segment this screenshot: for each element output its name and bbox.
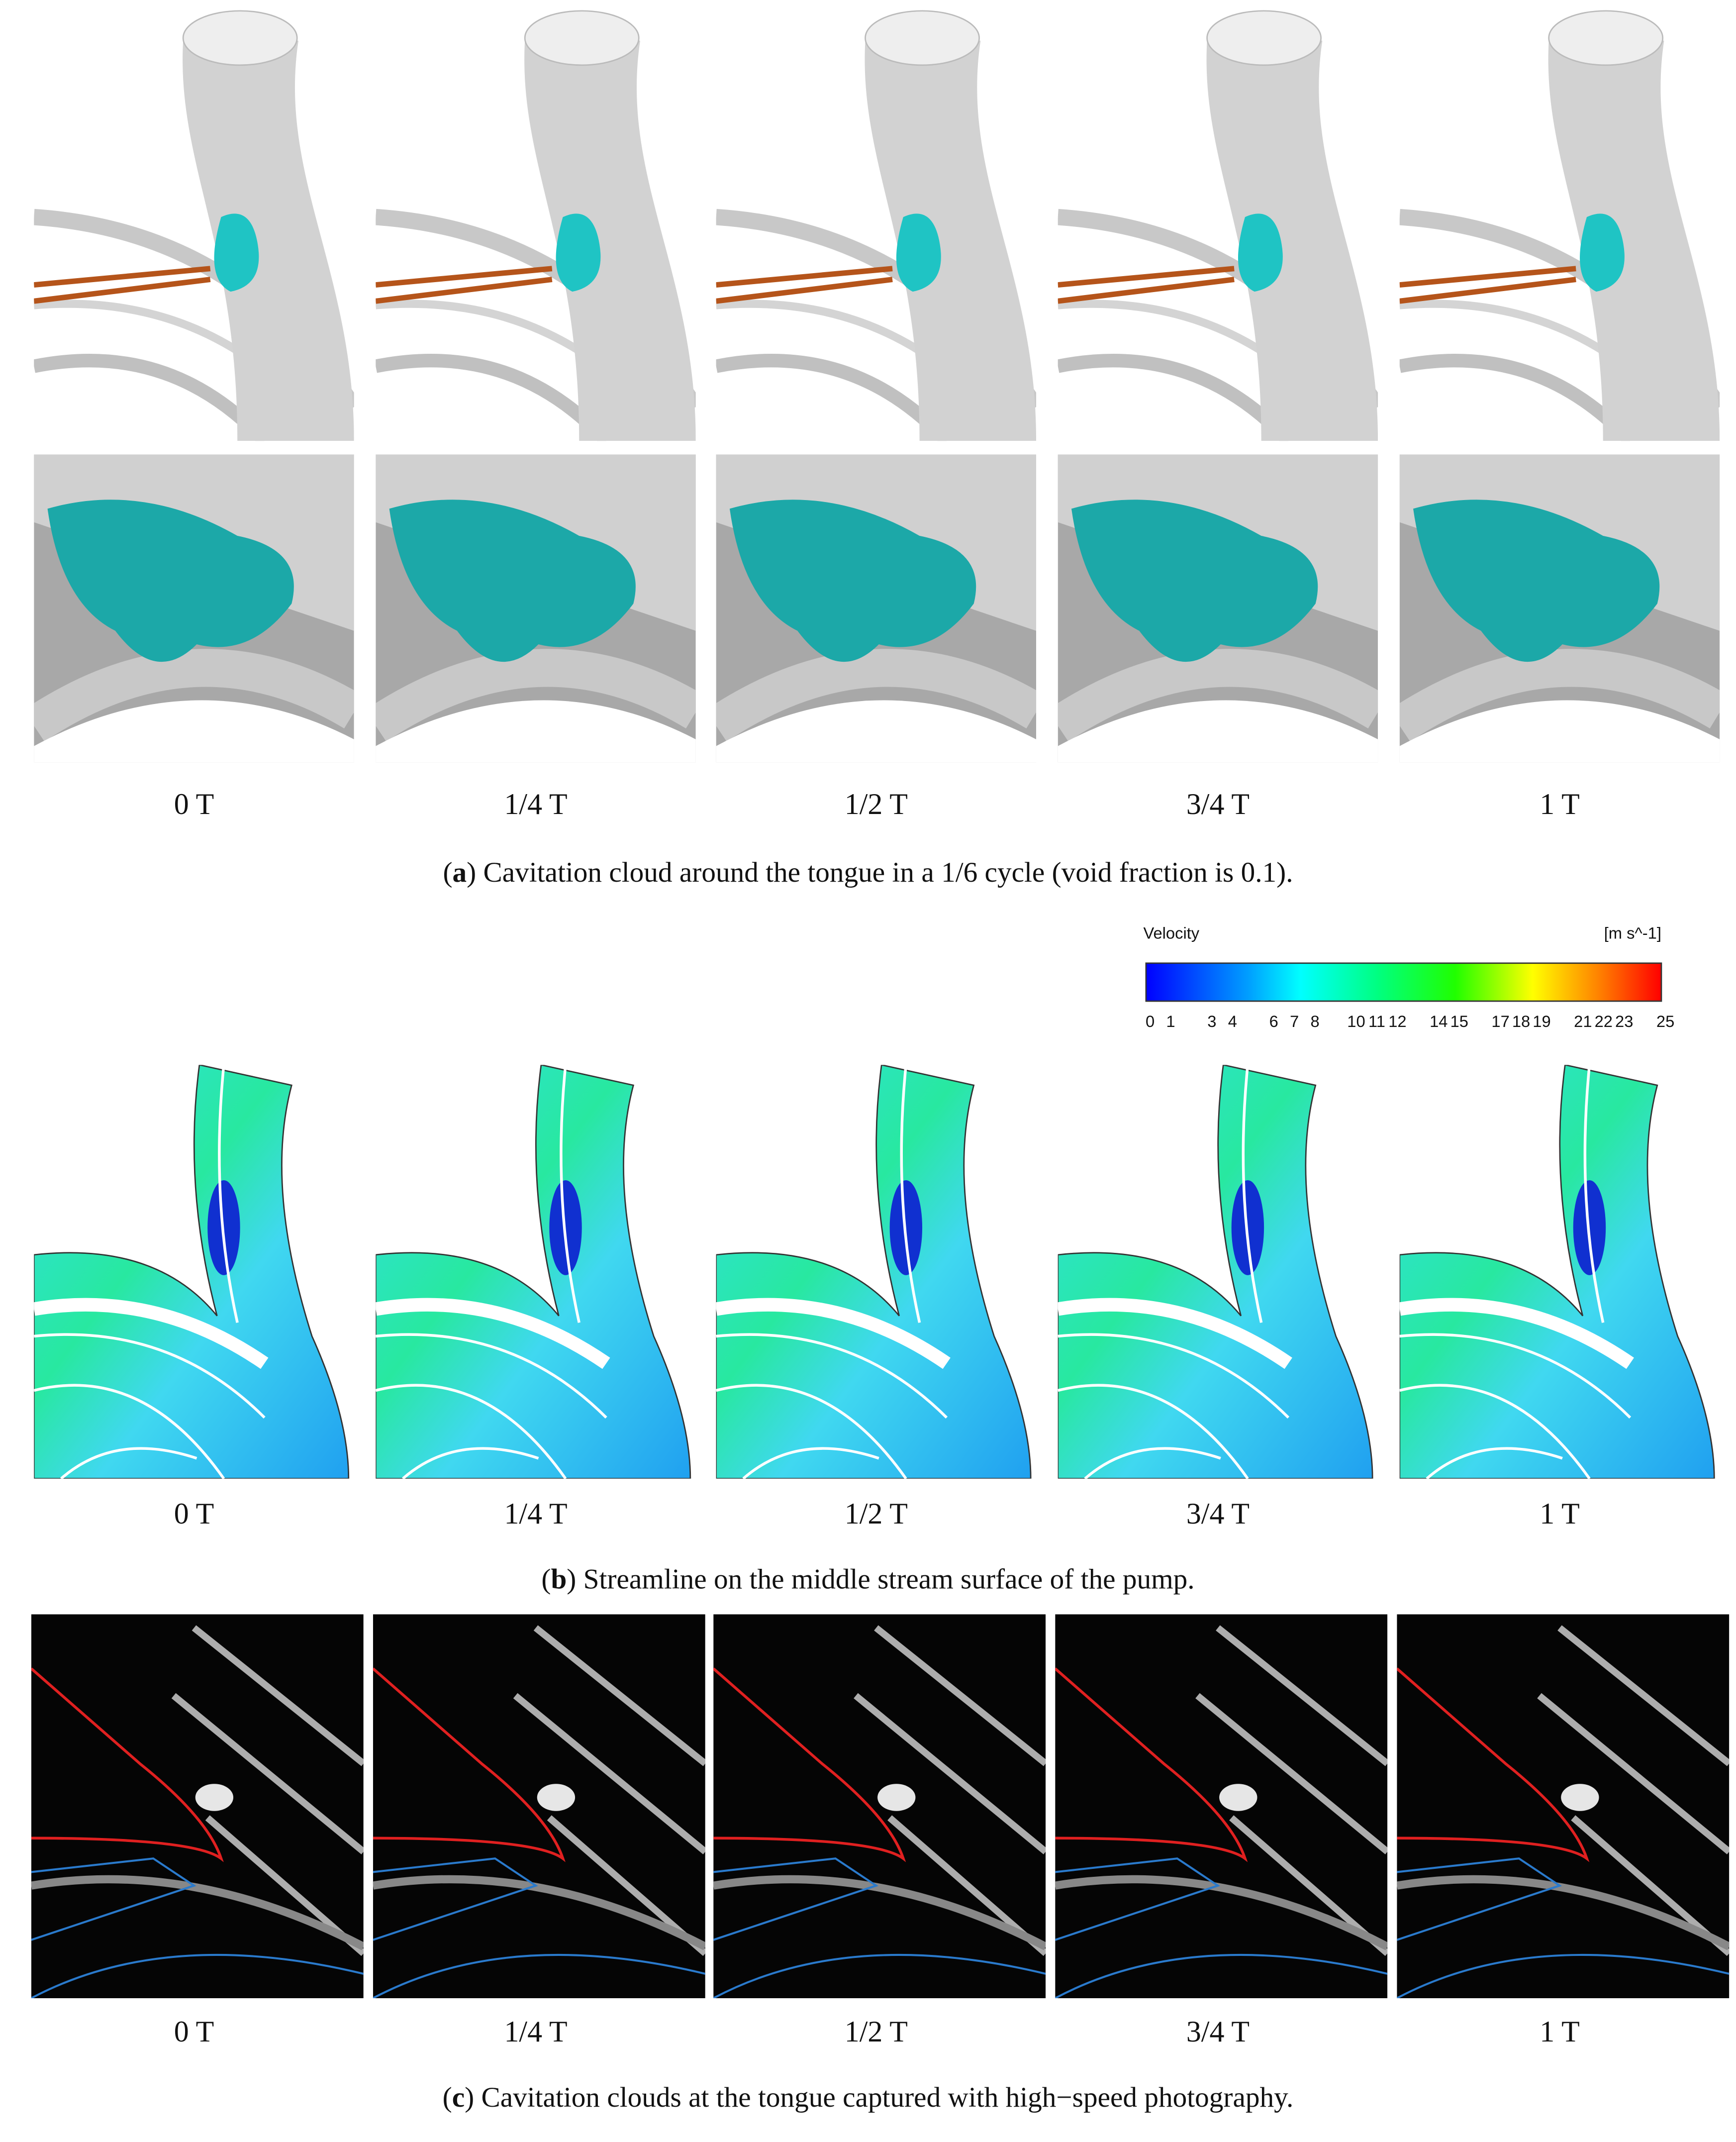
colorbar-tick-label: 10	[1347, 1012, 1365, 1030]
streamline-plot	[1058, 1065, 1373, 1479]
cavitation-3d-view	[716, 11, 1036, 441]
time-label: 1 T	[1540, 788, 1580, 820]
caption-part: ) Cavitation clouds at the tongue captur…	[465, 2082, 1293, 2113]
colorbar-tick-label: 25	[1656, 1012, 1674, 1030]
caption-part: b	[551, 1564, 567, 1595]
colorbar-tick-label: 15	[1450, 1012, 1468, 1030]
colorbar-tick-label: 11	[1368, 1012, 1385, 1030]
photo	[373, 1614, 705, 1998]
colorbar-tick-label: 19	[1533, 1012, 1550, 1030]
time-label: 1 T	[1540, 2015, 1580, 2048]
colorbar-tick-label: 7	[1290, 1012, 1299, 1030]
streamline-plot	[1400, 1065, 1715, 1479]
caption: (b) Streamline on the middle stream surf…	[541, 1564, 1194, 1595]
time-label: 1/2 T	[845, 2015, 908, 2048]
cavitation-3d-view	[376, 11, 695, 441]
colorbar-tick-label: 18	[1512, 1012, 1530, 1030]
time-label: 3/4 T	[1186, 2015, 1250, 2048]
cavitation-3d-view	[34, 11, 354, 441]
colorbar-tick-label: 6	[1269, 1012, 1278, 1030]
colorbar-tick-label: 23	[1615, 1012, 1633, 1030]
streamline-plot	[376, 1065, 690, 1479]
colorbar-tick-label: 17	[1491, 1012, 1509, 1030]
streamline-plot	[34, 1065, 349, 1479]
colorbar	[1145, 962, 1662, 1002]
caption: (a) Cavitation cloud around the tongue i…	[443, 857, 1293, 888]
cavitation-closeup	[716, 454, 1036, 762]
streamline-plot	[716, 1065, 1031, 1479]
photo	[1397, 1614, 1729, 1998]
caption-part: ) Cavitation cloud around the tongue in …	[467, 857, 1293, 888]
time-label: 1/4 T	[504, 2015, 567, 2048]
caption-part: (	[443, 857, 452, 888]
colorbar-tick-label: 1	[1166, 1012, 1175, 1030]
time-label: 3/4 T	[1186, 1497, 1250, 1530]
cavitation-closeup	[376, 454, 695, 762]
time-label: 3/4 T	[1186, 788, 1250, 820]
cavitation-3d-view	[1058, 11, 1378, 441]
colorbar-tick-label: 21	[1574, 1012, 1592, 1030]
caption-part: ) Streamline on the middle stream surfac…	[567, 1564, 1194, 1595]
colorbar-tick-label: 14	[1430, 1012, 1447, 1030]
colorbar-title: Velocity	[1143, 924, 1199, 942]
photo	[31, 1614, 364, 1998]
caption-part: (	[443, 2082, 452, 2113]
time-label: 1 T	[1540, 1497, 1580, 1530]
caption-part: (	[541, 1564, 551, 1595]
photo	[713, 1614, 1046, 1998]
cavitation-closeup	[1400, 454, 1720, 762]
colorbar-tick-label: 0	[1146, 1012, 1155, 1030]
time-label: 0 T	[174, 1497, 214, 1530]
cavitation-closeup	[34, 454, 354, 762]
cavitation-3d-view	[1400, 11, 1720, 441]
colorbar-tick-label: 4	[1228, 1012, 1237, 1030]
time-label: 1/2 T	[845, 788, 908, 820]
colorbar-tick-label: 8	[1311, 1012, 1320, 1030]
cavitation-closeup	[1058, 454, 1378, 762]
time-label: 1/4 T	[504, 1497, 567, 1530]
time-label: 0 T	[174, 788, 214, 820]
caption: (c) Cavitation clouds at the tongue capt…	[443, 2082, 1294, 2113]
photo	[1055, 1614, 1387, 1998]
colorbar-tick-label: 22	[1595, 1012, 1613, 1030]
colorbar-unit: [m s^-1]	[1604, 924, 1661, 942]
colorbar-tick-label: 12	[1388, 1012, 1406, 1030]
colorbar-tick-label: 3	[1207, 1012, 1216, 1030]
time-label: 0 T	[174, 2015, 214, 2048]
caption-part: a	[453, 857, 467, 888]
time-label: 1/4 T	[504, 788, 567, 820]
time-label: 1/2 T	[845, 1497, 908, 1530]
caption-part: c	[452, 2082, 465, 2113]
